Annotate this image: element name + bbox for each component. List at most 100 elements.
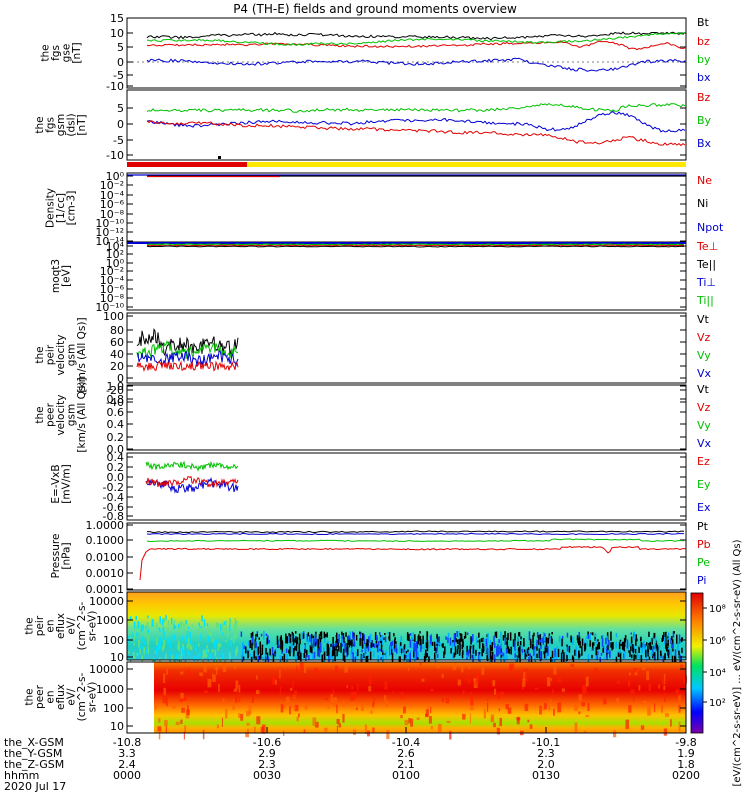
noise-pixel [234, 628, 237, 635]
noise-pixel [144, 634, 146, 637]
noise-pixel [536, 653, 538, 659]
texture-pixel [557, 676, 561, 683]
noise-pixel [534, 647, 537, 658]
noise-pixel [610, 642, 612, 648]
texture-pixel [678, 705, 681, 713]
noise-pixel [468, 652, 471, 661]
noise-pixel [551, 632, 553, 635]
noise-pixel [388, 636, 390, 640]
noise-pixel [617, 652, 620, 657]
noise-pixel [601, 638, 604, 647]
noise-pixel [589, 644, 591, 647]
noise-pixel [365, 642, 368, 647]
texture-pixel [663, 728, 668, 736]
noise-pixel [504, 637, 507, 645]
noise-pixel [456, 631, 458, 638]
texture-pixel [336, 725, 338, 733]
noise-pixel [201, 615, 203, 622]
noise-pixel [529, 638, 532, 646]
y-axis-label-line: moqt3 [50, 259, 62, 293]
texture-pixel [468, 677, 471, 684]
noise-pixel [351, 639, 353, 649]
noise-pixel [173, 623, 175, 630]
y-tick-label: 100 [103, 702, 124, 715]
noise-pixel [323, 651, 326, 661]
noise-pixel [183, 651, 185, 658]
noise-pixel [612, 642, 614, 650]
texture-pixel [663, 693, 666, 702]
noise-pixel [459, 642, 461, 652]
noise-pixel [295, 639, 298, 648]
x-tick-label: 0030 [253, 769, 281, 782]
noise-pixel [330, 643, 332, 647]
noise-pixel [323, 631, 326, 639]
noise-pixel [319, 642, 322, 648]
texture-pixel [524, 668, 528, 671]
noise-pixel [414, 634, 416, 642]
noise-pixel [281, 645, 284, 653]
noise-pixel [310, 638, 313, 647]
y-axis-label-line: E=-VxB [50, 464, 62, 503]
texture-pixel [225, 708, 228, 719]
noise-pixel [320, 631, 323, 640]
noise-pixel [381, 635, 384, 645]
noise-pixel [294, 646, 296, 651]
legend-vy: Vy [697, 349, 711, 362]
noise-pixel [589, 635, 591, 646]
noise-pixel [285, 648, 288, 653]
noise-pixel [424, 653, 427, 661]
texture-pixel [539, 705, 542, 715]
noise-pixel [181, 621, 183, 627]
noise-pixel [405, 647, 407, 651]
noise-pixel [581, 638, 584, 646]
noise-pixel [259, 655, 261, 658]
y-axis-label-line: the [34, 346, 46, 363]
series-pi [146, 532, 684, 536]
noise-pixel [280, 640, 282, 650]
noise-pixel [210, 657, 212, 661]
noise-pixel [260, 633, 263, 637]
noise-pixel [209, 630, 212, 636]
texture-pixel [163, 687, 166, 696]
noise-pixel [342, 652, 345, 661]
noise-pixel [486, 655, 488, 660]
noise-pixel [190, 643, 192, 651]
noise-pixel [170, 635, 173, 639]
noise-pixel [426, 631, 428, 641]
noise-pixel [298, 655, 300, 661]
legend-pt: Pt [697, 520, 709, 533]
noise-pixel [405, 651, 408, 654]
y-axis-label-line: velocity [55, 334, 67, 375]
texture-pixel [445, 698, 450, 704]
spectrogram-peer [154, 662, 686, 733]
texture-pixel [628, 705, 632, 713]
noise-pixel [525, 654, 528, 657]
series-ez [145, 475, 239, 489]
texture-pixel [342, 713, 345, 723]
texture-pixel [167, 669, 170, 675]
noise-pixel [329, 655, 332, 660]
noise-pixel [434, 652, 436, 660]
noise-pixel [265, 654, 267, 657]
noise-pixel [374, 643, 376, 648]
texture-pixel [529, 724, 533, 729]
noise-pixel [550, 656, 552, 665]
texture-pixel [346, 684, 348, 689]
noise-pixel [338, 646, 340, 652]
noise-pixel [650, 645, 653, 650]
y-tick-label: 0 [117, 118, 124, 131]
noise-pixel [667, 649, 670, 659]
y-axis-label-line: peer [34, 684, 46, 709]
noise-pixel [291, 631, 294, 635]
noise-pixel [460, 644, 462, 648]
y-tick-label: 10⁻¹⁴ [95, 235, 124, 248]
noise-pixel [291, 631, 293, 642]
noise-pixel [331, 650, 334, 658]
texture-pixel [553, 666, 557, 675]
noise-pixel [638, 647, 640, 653]
texture-pixel [490, 714, 495, 723]
noise-pixel [472, 634, 474, 641]
noise-pixel [542, 636, 545, 645]
noise-pixel [576, 637, 579, 641]
noise-pixel [308, 655, 310, 661]
